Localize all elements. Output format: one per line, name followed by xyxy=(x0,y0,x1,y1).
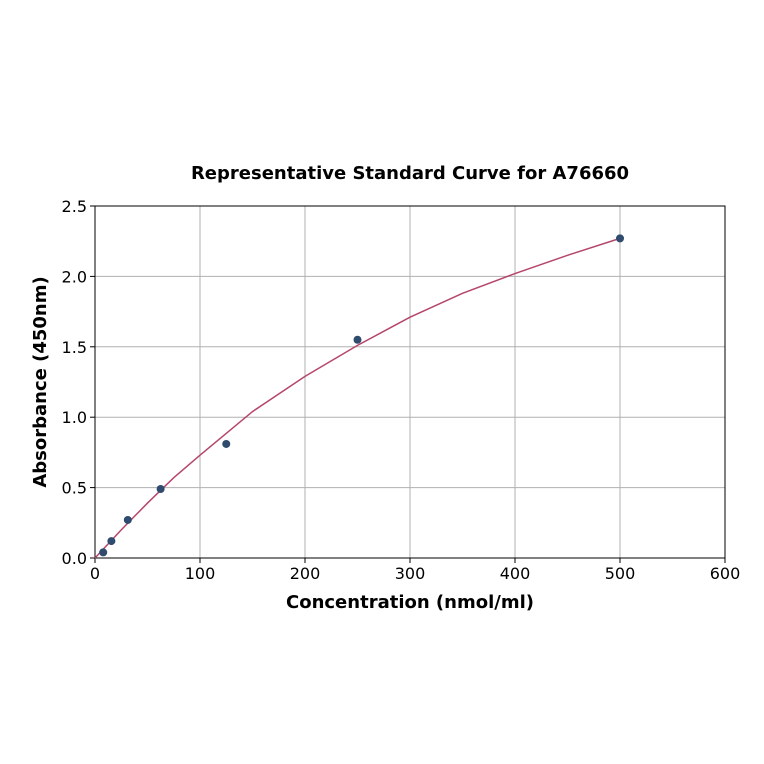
y-tick-label: 2.5 xyxy=(62,197,87,216)
x-tick-label: 600 xyxy=(710,564,741,583)
x-tick-label: 500 xyxy=(605,564,636,583)
x-tick-label: 0 xyxy=(90,564,100,583)
y-tick-label: 0.0 xyxy=(62,549,87,568)
x-tick-label: 300 xyxy=(395,564,426,583)
plot-frame xyxy=(94,205,726,559)
data-point xyxy=(222,439,231,448)
fit-curve-line xyxy=(94,237,621,559)
grid-layer xyxy=(94,205,726,559)
y-tick-label: 1.0 xyxy=(62,408,87,427)
data-point xyxy=(123,515,132,524)
data-point xyxy=(99,548,108,557)
chart-title: Representative Standard Curve for A76660 xyxy=(191,163,629,184)
y-tick-label: 1.5 xyxy=(62,338,87,357)
points-layer xyxy=(99,234,624,557)
data-point xyxy=(353,335,362,344)
curve-layer xyxy=(94,237,621,559)
x-axis-label: Concentration (nmol/ml) xyxy=(286,592,534,613)
x-tick-label: 400 xyxy=(500,564,531,583)
y-axis-label: Absorbance (450nm) xyxy=(30,276,51,487)
data-point xyxy=(616,234,624,243)
y-tick-label: 0.5 xyxy=(62,479,87,498)
data-point xyxy=(156,485,165,494)
x-tick-label: 200 xyxy=(290,564,321,583)
ticks-layer: 0 100 200 300 400 500 600 0.0 0.5 1.0 1.5 2.0 2.5 xyxy=(62,197,741,583)
data-point xyxy=(107,537,116,546)
y-tick-label: 2.0 xyxy=(62,267,87,286)
x-tick-label: 100 xyxy=(185,564,216,583)
